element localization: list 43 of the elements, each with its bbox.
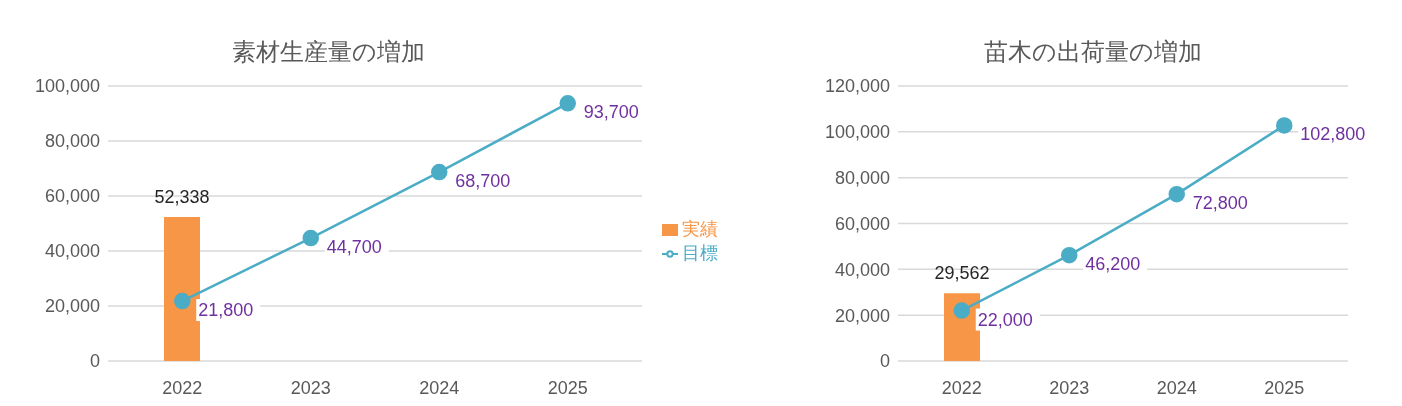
- x-tick-label: 2023: [1049, 377, 1090, 398]
- data-label: 29,562: [934, 263, 990, 284]
- x-tick-label: 2024: [419, 377, 460, 398]
- y-tick-label: 0: [89, 351, 100, 372]
- y-tick-label: 20,000: [834, 305, 890, 326]
- data-label: 46,200: [1085, 254, 1141, 275]
- point: [1276, 117, 1293, 134]
- point: [953, 302, 970, 319]
- y-tick-label: 40,000: [44, 241, 100, 262]
- data-label: 68,700: [455, 171, 511, 192]
- y-tick-label: 0: [879, 351, 890, 372]
- point: [559, 95, 576, 112]
- x-tick-label: 2024: [1156, 377, 1197, 398]
- x-tick-label: 2025: [1264, 377, 1305, 398]
- y-tick-label: 80,000: [834, 168, 890, 189]
- data-label: 93,700: [583, 102, 639, 123]
- y-tick-label: 20,000: [44, 296, 100, 317]
- point: [302, 229, 319, 247]
- chart-title: 素材生産量の増加: [230, 37, 426, 67]
- x-tick-label: 2022: [941, 377, 982, 398]
- y-tick-label: 40,000: [834, 259, 890, 280]
- x-tick-label: 2022: [162, 377, 203, 398]
- x-tick-label: 2023: [290, 377, 331, 398]
- y-tick-label: 80,000: [44, 131, 100, 152]
- data-label: 44,700: [326, 237, 382, 258]
- legend-label: 目標: [682, 243, 718, 263]
- data-label: 102,800: [1300, 124, 1366, 145]
- data-label: 52,338: [154, 187, 210, 208]
- x-tick-label: 2025: [547, 377, 588, 398]
- point: [431, 163, 448, 181]
- chart-title: 苗木の出荷量の増加: [983, 37, 1203, 67]
- point: [1168, 185, 1185, 203]
- data-label: 22,000: [977, 309, 1033, 330]
- legend-label: 実績: [682, 219, 718, 239]
- y-tick-label: 60,000: [834, 213, 890, 234]
- data-label: 21,800: [198, 300, 254, 321]
- data-label: 72,800: [1192, 193, 1248, 214]
- y-tick-label: 100,000: [824, 122, 890, 143]
- y-tick-label: 100,000: [34, 76, 100, 97]
- point: [1061, 246, 1078, 264]
- y-tick-label: 60,000: [44, 186, 100, 207]
- point: [174, 292, 191, 310]
- y-tick-label: 120,000: [824, 76, 890, 97]
